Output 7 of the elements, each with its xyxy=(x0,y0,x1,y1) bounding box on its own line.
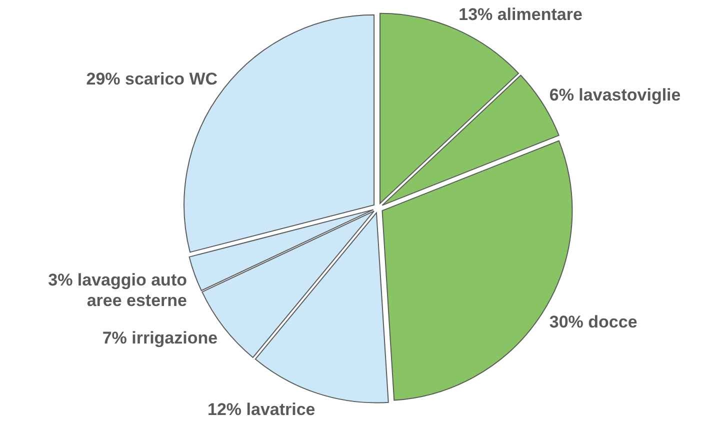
slice-label: 30% docce xyxy=(549,312,638,332)
slice-label: 7% irrigazione xyxy=(102,328,218,348)
slice-label: 13% alimentare xyxy=(458,4,582,24)
slice-label: 6% lavastoviglie xyxy=(549,86,681,105)
slice-label: 29% scarico WC xyxy=(86,69,218,88)
slice-label: 12% lavatrice xyxy=(208,400,316,420)
slice-label: 3% lavaggio auto aree esterne xyxy=(48,270,187,310)
